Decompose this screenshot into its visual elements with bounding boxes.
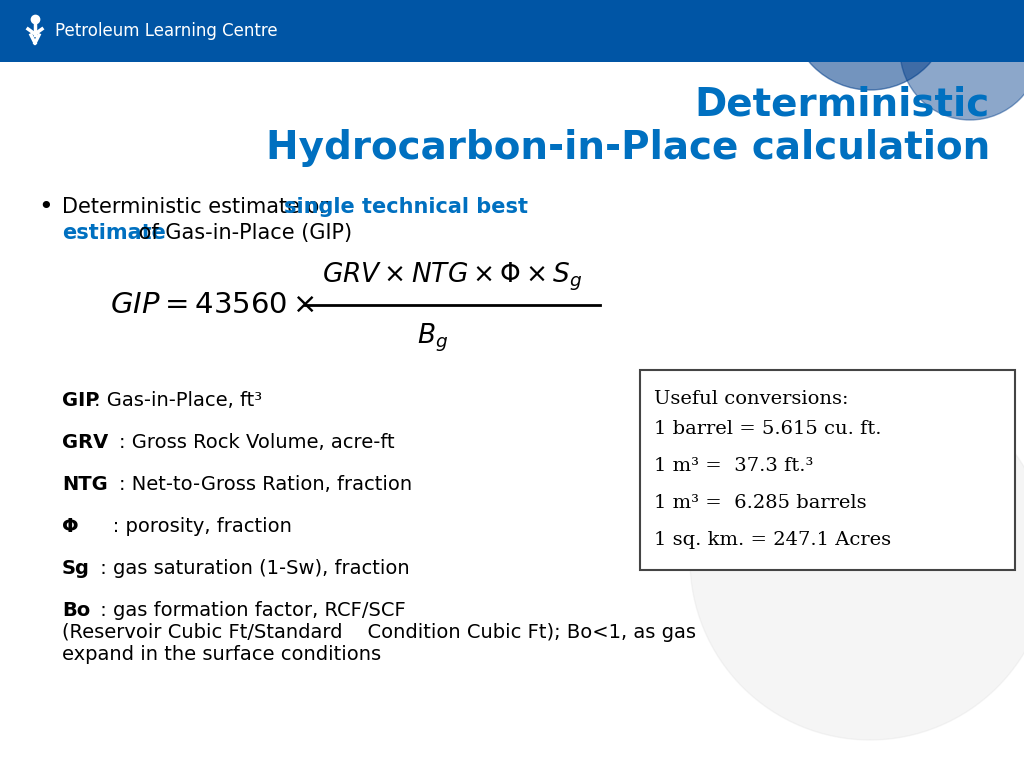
- Text: : Gas-in-Place, ft³: : Gas-in-Place, ft³: [94, 390, 262, 409]
- Circle shape: [690, 380, 1024, 740]
- Text: (Reservoir Cubic Ft/Standard    Condition Cubic Ft); Bo<1, as gas: (Reservoir Cubic Ft/Standard Condition C…: [62, 623, 696, 641]
- Text: Petroleum Learning Centre: Petroleum Learning Centre: [55, 22, 278, 40]
- Text: 1 m³ =  37.3 ft.³: 1 m³ = 37.3 ft.³: [654, 457, 813, 475]
- FancyBboxPatch shape: [640, 370, 1015, 570]
- Text: $B_g$: $B_g$: [417, 322, 449, 354]
- Text: 1 sq. km. = 247.1 Acres: 1 sq. km. = 247.1 Acres: [654, 531, 891, 549]
- Text: : gas formation factor, RCF/SCF: : gas formation factor, RCF/SCF: [94, 601, 406, 620]
- Text: : Net-to-Gross Ration, fraction: : Net-to-Gross Ration, fraction: [94, 475, 412, 494]
- FancyBboxPatch shape: [0, 0, 1024, 62]
- Circle shape: [900, 0, 1024, 120]
- Text: Hydrocarbon-in-Place calculation: Hydrocarbon-in-Place calculation: [266, 129, 990, 167]
- Text: NTG: NTG: [62, 475, 108, 494]
- Text: : porosity, fraction: : porosity, fraction: [94, 517, 292, 535]
- Text: : Gross Rock Volume, acre-ft: : Gross Rock Volume, acre-ft: [94, 432, 394, 452]
- Text: Φ: Φ: [62, 517, 79, 535]
- Text: $GIP = 43560\times$: $GIP = 43560\times$: [110, 291, 315, 319]
- Text: Sg: Sg: [62, 558, 90, 578]
- Text: Useful conversions:: Useful conversions:: [654, 390, 849, 408]
- Text: single technical best: single technical best: [284, 197, 528, 217]
- Text: Bo: Bo: [62, 601, 90, 620]
- Circle shape: [790, 0, 950, 90]
- Text: of Gas-in-Place (GIP): of Gas-in-Place (GIP): [132, 223, 352, 243]
- Text: Deterministic estimate or: Deterministic estimate or: [62, 197, 335, 217]
- Text: : gas saturation (1-Sw), fraction: : gas saturation (1-Sw), fraction: [94, 558, 410, 578]
- Text: 1 barrel = 5.615 cu. ft.: 1 barrel = 5.615 cu. ft.: [654, 420, 882, 438]
- Text: expand in the surface conditions: expand in the surface conditions: [62, 644, 381, 664]
- Text: 1 m³ =  6.285 barrels: 1 m³ = 6.285 barrels: [654, 494, 866, 512]
- Text: GIP: GIP: [62, 390, 99, 409]
- Text: $GRV \times NTG \times \Phi \times S_g$: $GRV \times NTG \times \Phi \times S_g$: [323, 261, 583, 293]
- Text: •: •: [38, 195, 53, 219]
- Text: Deterministic: Deterministic: [694, 86, 990, 124]
- Text: estimate: estimate: [62, 223, 166, 243]
- Text: GRV: GRV: [62, 432, 109, 452]
